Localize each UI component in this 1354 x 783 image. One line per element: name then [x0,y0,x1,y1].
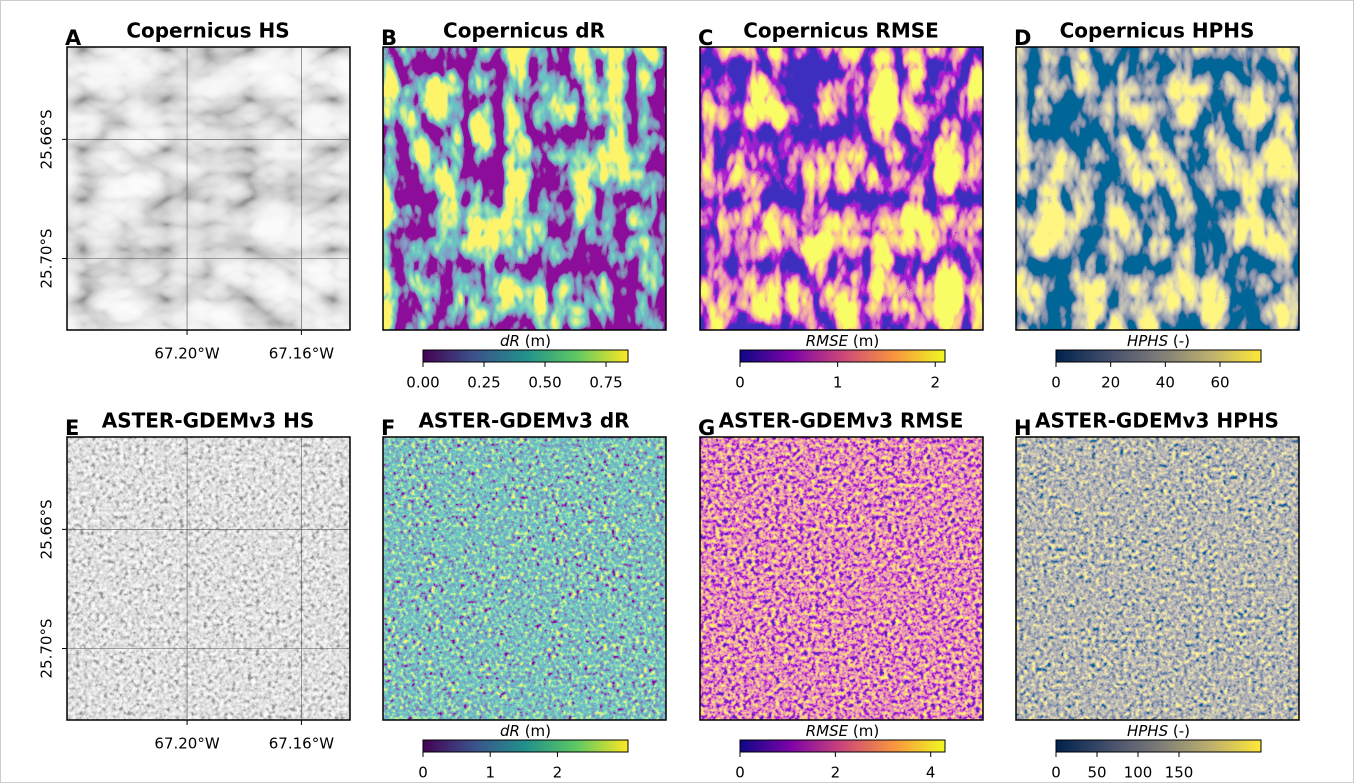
panel-letter: B [381,26,397,50]
panel-title: ASTER-GDEMv3 RMSE [719,409,964,433]
colorbar-symbol: RMSE [806,332,849,350]
panel-title: ASTER-GDEMv3 HPHS [1035,409,1279,433]
map-image [67,437,350,720]
figure: A Copernicus HS 67.20°W 67.16°W 25.66°S 25.70… [0,0,1354,783]
colorbar-tick-label: 1 [485,764,495,782]
panel-letter: A [65,26,82,50]
colorbar-tick-label: 2 [553,764,563,782]
colorbar-tick-label: 0 [1051,764,1061,782]
map-image [383,47,666,330]
y-tick-label: 25.70°S [38,619,56,679]
colorbar-tick-label: 60 [1210,374,1229,392]
panel-title: ASTER-GDEMv3 HS [102,409,315,433]
colorbar-label: RMSE (m) [806,722,879,740]
colorbar-tick-label: 0.75 [589,374,622,392]
colorbar-unit: (m) [525,722,551,740]
colorbar-tick-label: 100 [1124,764,1153,782]
colorbar [740,350,945,362]
panel-title: Copernicus HS [126,19,289,43]
colorbar [740,740,945,752]
x-tick-label: 67.20°W [154,345,219,363]
colorbar-label: dR (m) [500,332,551,350]
panel-title: ASTER-GDEMv3 dR [418,409,629,433]
colorbar [423,350,628,362]
y-tick-label: 25.66°S [38,109,56,169]
colorbar-unit: (m) [525,332,551,350]
y-tick-label: 25.66°S [38,499,56,559]
map-image [700,437,983,720]
colorbar [1056,740,1261,752]
y-tick-label: 25.70°S [38,229,56,289]
colorbar-symbol: RMSE [806,722,849,740]
colorbar-tick-label: 0 [418,764,428,782]
panel-letter: H [1014,416,1032,440]
colorbar-symbol: HPHS [1127,722,1169,740]
colorbar-symbol: dR [500,722,520,740]
map-image [67,47,350,330]
colorbar-tick-label: 20 [1101,374,1120,392]
colorbar-tick-label: 1 [833,374,843,392]
map-image [383,437,666,720]
panel-letter: E [65,416,79,440]
colorbar-tick-label: 0.25 [467,374,500,392]
colorbar-label: HPHS (-) [1127,722,1190,740]
colorbar-unit: (-) [1173,332,1190,350]
panel-letter: C [698,26,713,50]
map-image [1016,47,1299,330]
colorbar [423,740,628,752]
colorbar-tick-label: 40 [1156,374,1175,392]
x-tick-label: 67.16°W [269,345,334,363]
colorbar-unit: (m) [853,722,879,740]
panel-title: Copernicus HPHS [1060,19,1255,43]
x-tick-label: 67.20°W [154,735,219,753]
colorbar-symbol: dR [500,332,520,350]
colorbar-tick-label: 50 [1087,764,1106,782]
panel-letter: G [698,416,715,440]
panel-letter: F [381,416,395,440]
colorbar-tick-label: 2 [930,374,940,392]
colorbar [1056,350,1261,362]
panel-title: Copernicus dR [443,19,605,43]
map-image [1016,437,1299,720]
colorbar-tick-label: 0 [735,374,745,392]
colorbar-label: dR (m) [500,722,551,740]
colorbar-label: RMSE (m) [806,332,879,350]
colorbar-tick-label: 0 [1051,374,1061,392]
colorbar-tick-label: 2 [831,764,841,782]
x-tick-label: 67.16°W [269,735,334,753]
colorbar-tick-label: 0.50 [528,374,561,392]
colorbar-tick-label: 4 [926,764,936,782]
colorbar-symbol: HPHS [1127,332,1169,350]
colorbar-unit: (m) [853,332,879,350]
colorbar-tick-label: 150 [1165,764,1194,782]
panel-letter: D [1014,26,1031,50]
colorbar-label: HPHS (-) [1127,332,1190,350]
map-image [700,47,983,330]
colorbar-tick-label: 0 [735,764,745,782]
colorbar-tick-label: 0.00 [406,374,439,392]
panel-title: Copernicus RMSE [743,19,939,43]
colorbar-unit: (-) [1173,722,1190,740]
